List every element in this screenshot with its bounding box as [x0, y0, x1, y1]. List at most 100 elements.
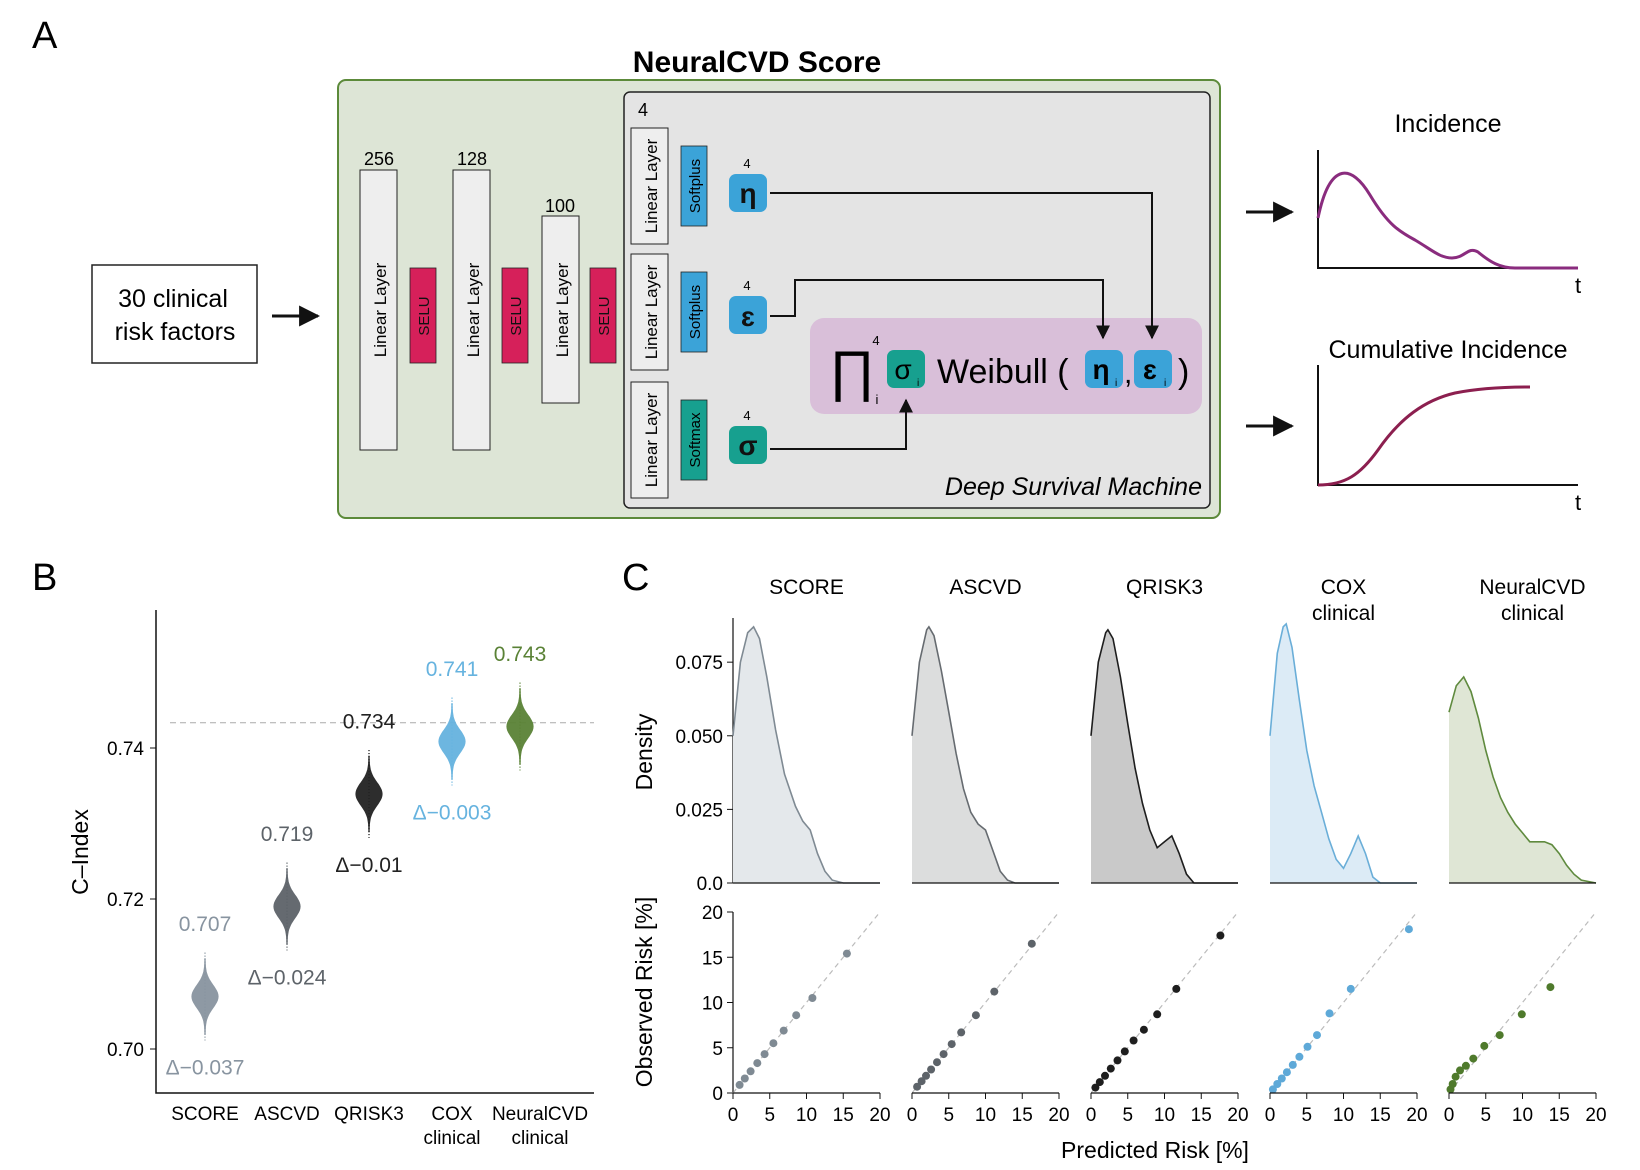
weibull-mixture-box — [810, 318, 1202, 414]
calibration-point-ascvd-10 — [1027, 939, 1036, 948]
xtick-label-score-4: 20 — [869, 1105, 890, 1126]
calibration-point-neuralcvd-7 — [1495, 1031, 1504, 1040]
violin-neuralcvd — [506, 688, 534, 765]
subplot-ascvd: ASCVD 0 5 10 15 20 — [907, 576, 1070, 1126]
b-xtick-neuralcvd-2: clinical — [511, 1128, 568, 1149]
head-eta-linear-label: Linear Layer — [642, 138, 661, 233]
head-eta-linear — [630, 127, 669, 245]
density-area-neuralcvd — [1449, 676, 1596, 883]
head-sigma-linear-label: Linear Layer — [642, 392, 661, 487]
head-eps-linear-label: Linear Layer — [642, 264, 661, 359]
density-area-ascvd — [912, 626, 1059, 883]
cumulative-curve — [1317, 385, 1531, 487]
panel-c-letter: C — [622, 557, 649, 599]
eta-dim: 4 — [743, 156, 750, 171]
xtick-label-neuralcvd-0: 0 — [1444, 1105, 1455, 1126]
xtick-label-qrisk3-0: 0 — [1086, 1105, 1097, 1126]
formula-eta-box — [1085, 350, 1123, 388]
observed-ylabel: Observed Risk [%] — [631, 897, 657, 1087]
layer-2-size: 128 — [457, 149, 487, 169]
formula-eta: η — [1092, 354, 1109, 385]
selu-2 — [501, 267, 529, 364]
calibration-point-qrisk3-2 — [1101, 1071, 1109, 1080]
formula-eps-sub: i — [1164, 378, 1166, 389]
xtick-label-neuralcvd-1: 5 — [1480, 1105, 1491, 1126]
density-area-qrisk3 — [1091, 629, 1238, 883]
density-ytick-label-1: 0.025 — [675, 800, 723, 821]
xtick-label-cox-4: 20 — [1406, 1105, 1427, 1126]
panel-c-subplots: SCORE 0 5 10 15 20 ASCVD 0 5 10 15 20 QRISK3 0 5 10 15 20… — [728, 576, 1607, 1126]
density-line-score — [732, 625, 880, 884]
dsm-label: Deep Survival Machine — [945, 473, 1202, 501]
calibration-point-score-6 — [779, 1026, 788, 1035]
eps-symbol: ɛ — [741, 301, 755, 332]
calibration-point-cox-6 — [1303, 1042, 1312, 1051]
xtick-label-qrisk3-1: 5 — [1122, 1105, 1133, 1126]
head-sigma: Linear Layer Softmax 4 σ — [630, 381, 767, 499]
subplot-title-cox: COX — [1321, 576, 1367, 599]
product-sup: 4 — [872, 333, 879, 348]
calibration-point-cox-2 — [1277, 1074, 1286, 1083]
calibration-point-ascvd-7 — [957, 1028, 966, 1037]
head-sigma-linear — [630, 381, 669, 499]
subplot-subtitle-cox: clinical — [1312, 602, 1375, 625]
calibration-point-neuralcvd-8 — [1517, 1010, 1526, 1019]
calibration-point-qrisk3-7 — [1139, 1025, 1148, 1034]
xtick-label-ascvd-2: 10 — [975, 1105, 996, 1126]
identity-line-ascvd — [911, 911, 1060, 1094]
value-label-qrisk3: 0.734 — [343, 710, 396, 733]
linear-layer-2 — [452, 169, 491, 451]
density-line-neuralcvd — [1448, 675, 1597, 884]
softplus-eps-label: Softplus — [687, 285, 704, 339]
calibration-point-score-5 — [769, 1039, 778, 1048]
softplus-eta — [680, 145, 708, 227]
xtick-label-cox-0: 0 — [1265, 1105, 1276, 1126]
b-tick-label-072: 0.72 — [107, 890, 144, 911]
calibration-point-score-1 — [740, 1074, 749, 1083]
calibration-point-cox-1 — [1273, 1080, 1282, 1088]
sigma-dim: 4 — [743, 408, 750, 423]
violin-qrisk3 — [355, 755, 383, 833]
calibration-point-score-8 — [808, 994, 817, 1002]
violin-ascvd — [273, 868, 301, 945]
xtick-label-neuralcvd-2: 10 — [1512, 1105, 1533, 1126]
layer-1-size: 256 — [364, 149, 394, 169]
value-label-ascvd: 0.719 — [261, 823, 314, 846]
panel-b-xticks: SCORE ASCVD QRISK3 COX clinical NeuralCV… — [171, 1104, 588, 1149]
panel-b-labels: 0.707 Δ−0.037 0.719 Δ−0.024 0.734 Δ−0.01 0.741… — [166, 643, 547, 1080]
selu-1 — [409, 267, 437, 364]
layer-3-size: 100 — [545, 196, 575, 216]
input-box — [91, 264, 258, 364]
selu-3-label: SELU — [596, 296, 613, 335]
xtick-label-neuralcvd-3: 15 — [1549, 1105, 1570, 1126]
delta-label-cox: Δ−0.003 — [413, 801, 492, 824]
subplot-neuralcvd: NeuralCVD clinical 0 5 10 15 20 — [1444, 576, 1607, 1126]
eta-node — [729, 174, 767, 212]
formula-eta-sub: i — [1115, 378, 1117, 389]
head-eps: Linear Layer Softplus 4 ɛ — [630, 253, 767, 371]
xtick-label-qrisk3-2: 10 — [1154, 1105, 1175, 1126]
panel-a-title: NeuralCVD Score — [633, 46, 881, 79]
b-xtick-cox-2: clinical — [423, 1128, 480, 1149]
sigma-connector — [770, 398, 913, 450]
density-ytick-label-3: 0.075 — [675, 653, 723, 674]
cumulative-title: Cumulative Incidence — [1328, 336, 1567, 364]
calibration-point-qrisk3-4 — [1113, 1056, 1122, 1065]
calibration-point-ascvd-8 — [971, 1011, 980, 1020]
sigma-symbol: σ — [738, 430, 757, 461]
subplot-cox: COX clinical 0 5 10 15 20 — [1265, 576, 1428, 1126]
linear-layer-1-label: Linear Layer — [371, 262, 390, 357]
calibration-point-score-4 — [760, 1050, 769, 1059]
head-eps-linear — [630, 253, 669, 371]
panel-a-letter: A — [32, 15, 58, 57]
eps-connector — [770, 279, 1110, 340]
panel-b-axes — [155, 610, 594, 1094]
dsm-box — [623, 91, 1211, 509]
xtick-label-score-1: 5 — [764, 1105, 775, 1126]
linear-layer-3-label: Linear Layer — [553, 262, 572, 357]
calibration-point-ascvd-1 — [917, 1077, 926, 1086]
xtick-label-ascvd-3: 15 — [1012, 1105, 1033, 1126]
calibration-point-score-7 — [792, 1011, 801, 1020]
calibration-point-cox-0 — [1268, 1085, 1277, 1094]
